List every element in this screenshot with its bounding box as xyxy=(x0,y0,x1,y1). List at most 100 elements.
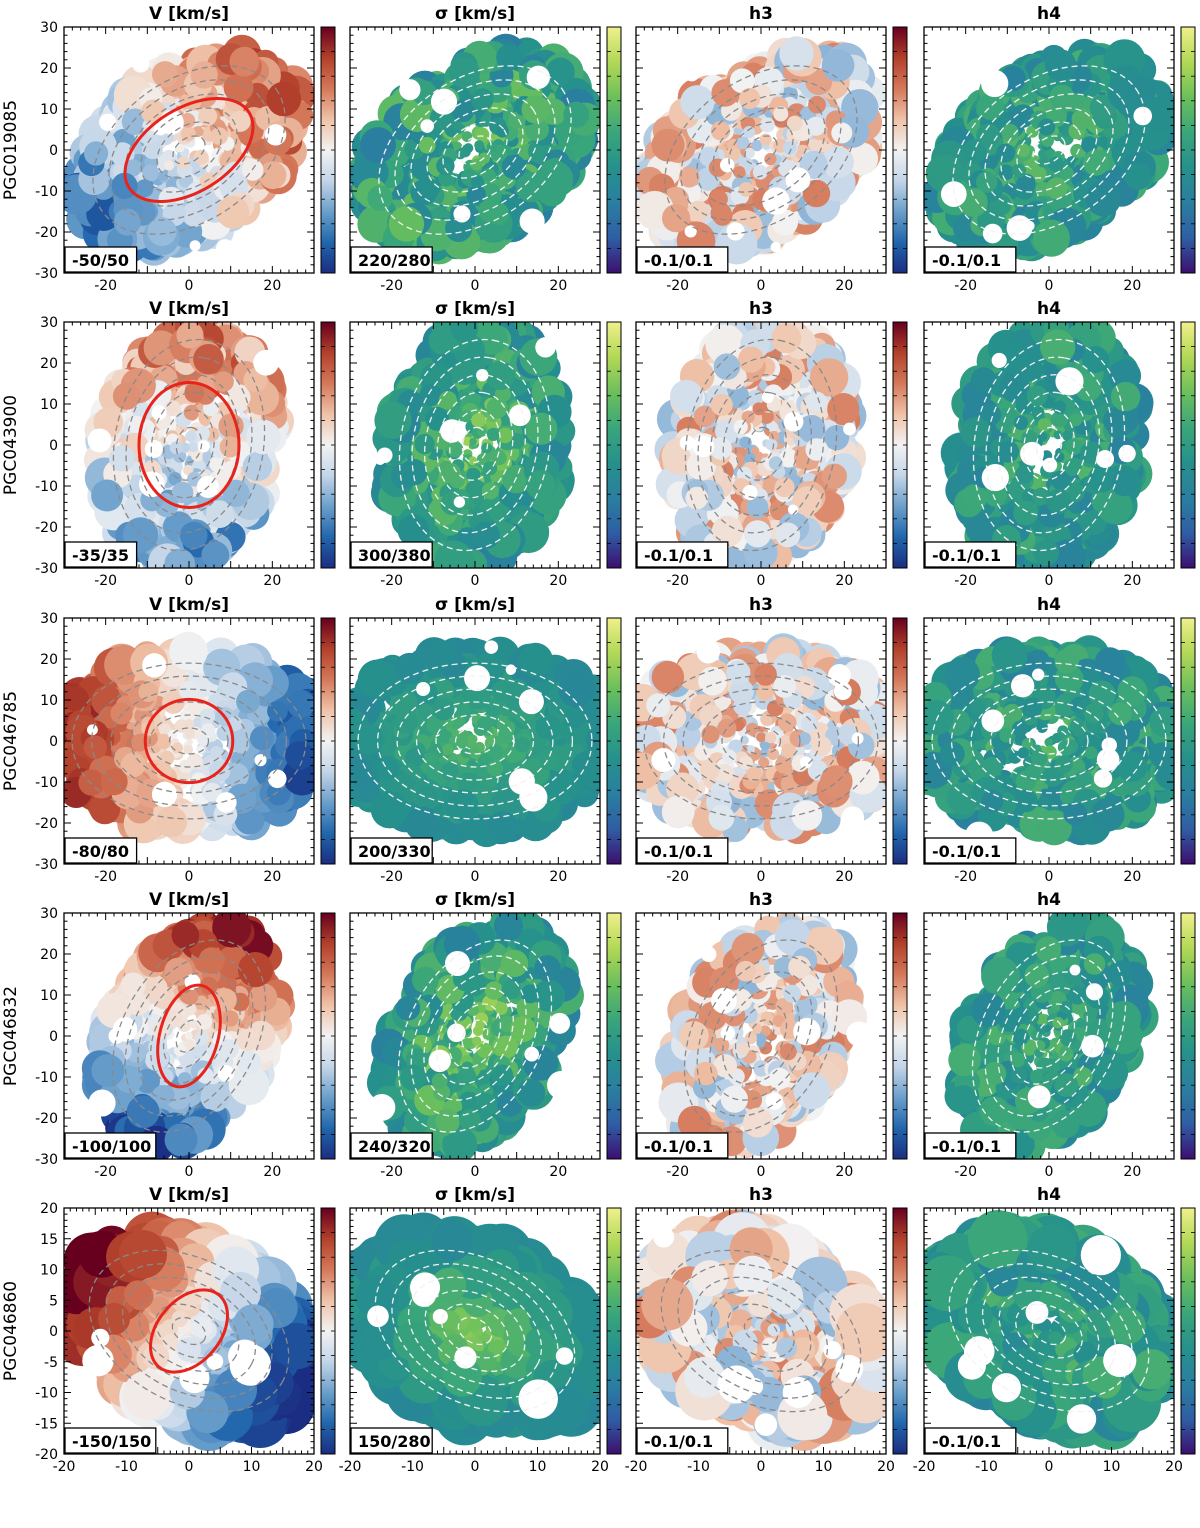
isophote xyxy=(92,65,286,235)
bin xyxy=(233,737,250,754)
isophote xyxy=(744,135,778,165)
bin xyxy=(687,200,710,223)
bin xyxy=(168,472,182,486)
bin xyxy=(1040,329,1076,365)
isophote xyxy=(664,65,858,235)
panel-title: V [km/s] xyxy=(149,4,229,24)
bin xyxy=(236,689,260,714)
bin xyxy=(438,391,457,410)
isophote xyxy=(108,79,270,221)
range-box xyxy=(64,541,138,568)
masked-star xyxy=(1133,106,1153,126)
voronoi-map xyxy=(654,322,867,568)
bin xyxy=(1026,385,1048,407)
voronoi-map xyxy=(83,322,295,568)
range-box xyxy=(924,541,1017,568)
bin xyxy=(1037,157,1047,168)
color-range-label: -0.1/0.1 xyxy=(644,251,713,270)
bin xyxy=(452,360,477,385)
bin xyxy=(1045,177,1068,200)
bin xyxy=(495,124,509,138)
x-tick-label: 20 xyxy=(263,278,281,294)
bin xyxy=(176,322,204,349)
masked-star xyxy=(692,435,715,458)
bin xyxy=(485,360,515,391)
bin xyxy=(962,139,987,164)
panel-title: h3 xyxy=(749,299,773,319)
y-tick-label: -30 xyxy=(35,857,58,873)
bin xyxy=(733,419,748,435)
color-range-label: -0.1/0.1 xyxy=(932,546,1001,565)
y-tick-label: 30 xyxy=(40,315,58,331)
bin xyxy=(738,182,754,197)
panel-h4: h4-20 0 20-0.1/0.1 xyxy=(923,4,1196,294)
bin xyxy=(147,217,177,247)
masked-star xyxy=(420,119,435,133)
bin xyxy=(465,479,487,502)
masked-star xyxy=(87,428,112,453)
x-tick-label: 20 xyxy=(835,573,853,589)
bin xyxy=(152,61,179,88)
bin xyxy=(202,782,222,802)
masked-star xyxy=(197,440,210,453)
bin xyxy=(535,160,574,199)
y-tick-label: 10 xyxy=(40,693,58,709)
bin xyxy=(246,419,281,455)
bin xyxy=(960,417,992,448)
x-tick-label: 0 xyxy=(471,573,480,589)
bin xyxy=(805,438,828,461)
bin xyxy=(138,681,159,703)
bin xyxy=(710,121,731,141)
bin xyxy=(190,61,218,89)
bin xyxy=(110,702,133,725)
bin xyxy=(64,686,89,712)
range-box xyxy=(924,246,1017,273)
color-range-label: 300/380 xyxy=(358,546,431,565)
bin xyxy=(466,467,481,482)
bin xyxy=(470,158,483,171)
panel-h4: h4-20 0 20-0.1/0.1 xyxy=(923,299,1196,589)
bin xyxy=(1110,470,1137,497)
bin xyxy=(502,465,531,494)
bin xyxy=(563,101,590,128)
bin xyxy=(729,68,755,94)
bin xyxy=(184,728,196,740)
bin xyxy=(738,346,765,373)
bin xyxy=(1054,451,1065,463)
effective-radius-ellipse xyxy=(143,697,235,785)
isophote xyxy=(168,727,210,755)
masked-star xyxy=(541,235,565,258)
masked-star xyxy=(991,352,1007,368)
bin xyxy=(177,156,190,170)
isophote xyxy=(997,374,1101,516)
bin xyxy=(486,427,500,441)
isophote xyxy=(1010,391,1088,499)
bin xyxy=(651,128,685,162)
bin xyxy=(100,768,128,796)
x-tick-label: 20 xyxy=(835,278,853,294)
bin xyxy=(461,131,473,142)
color-range-label: -50/50 xyxy=(72,251,129,270)
bin xyxy=(746,496,769,519)
x-tick-label: 0 xyxy=(471,278,480,294)
masked-star xyxy=(1020,441,1044,466)
bin xyxy=(1046,488,1072,514)
bin xyxy=(112,382,141,410)
isophote xyxy=(449,409,501,481)
bin xyxy=(466,184,486,205)
panel-title: V [km/s] xyxy=(149,595,229,615)
bin xyxy=(188,442,199,453)
masked-star xyxy=(762,187,790,215)
bin xyxy=(509,433,526,449)
bin xyxy=(374,401,412,440)
bin xyxy=(787,115,803,132)
bin xyxy=(705,324,746,365)
masked-star xyxy=(144,439,163,459)
masked-star xyxy=(84,640,99,655)
isophote xyxy=(458,135,492,165)
isophote xyxy=(697,356,825,534)
